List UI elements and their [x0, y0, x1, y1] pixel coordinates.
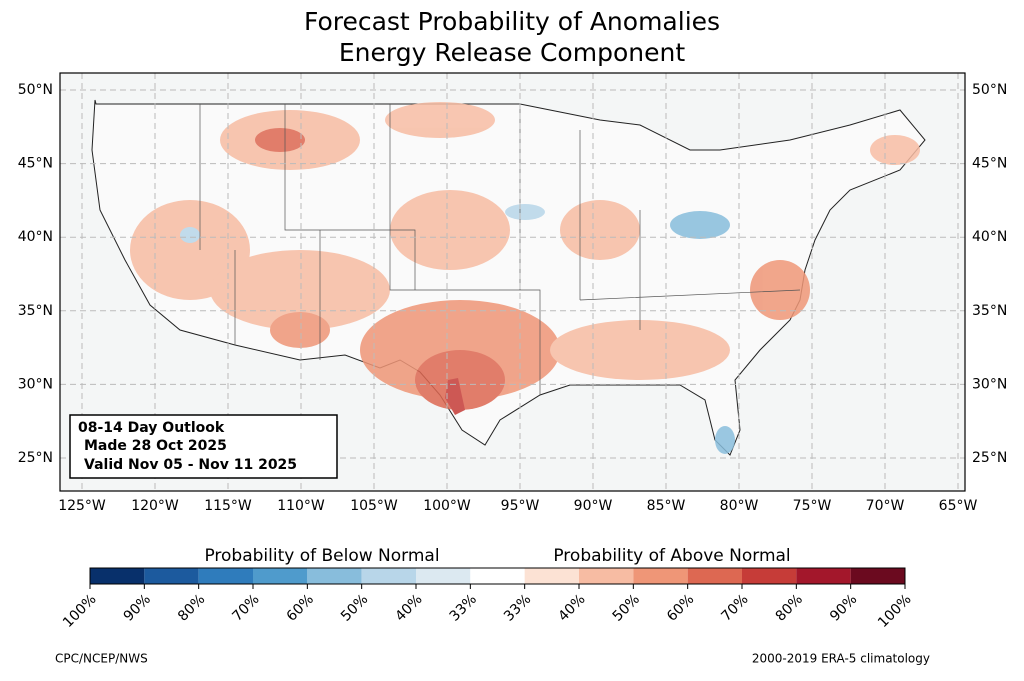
colorbar-tick-label: 70%: [229, 591, 262, 624]
lat-label: 50°N: [972, 82, 1007, 98]
colorbar-segment: [416, 568, 471, 584]
title-line: Energy Release Component: [339, 38, 685, 67]
us-outline: [91, 99, 926, 456]
colorbar-segment: [470, 568, 525, 584]
colorbar-tick-label: 60%: [284, 591, 317, 624]
lon-label: 90°W: [574, 498, 613, 514]
lat-label: 50°N: [18, 82, 53, 98]
lat-label: 45°N: [18, 156, 53, 172]
lon-label: 100°W: [423, 498, 471, 514]
lat-label: 40°N: [972, 229, 1007, 245]
colorbar-segment: [198, 568, 253, 584]
colorbar-tick-label: 70%: [718, 591, 751, 624]
lat-label: 35°N: [18, 303, 53, 319]
lat-label: 25°N: [18, 450, 53, 466]
map-frame: [59, 72, 966, 492]
colorbar-tick-label: 90%: [121, 591, 154, 624]
lon-label: 70°W: [866, 498, 905, 514]
colorbar-tick-label: 40%: [392, 591, 425, 624]
lon-label: 125°W: [58, 498, 106, 514]
colorbar-segment: [687, 568, 742, 584]
colorbar-segment: [253, 568, 308, 584]
colorbar-segment: [361, 568, 416, 584]
lat-label: 25°N: [972, 450, 1007, 466]
colorbar-tick-label: 33%: [447, 591, 480, 624]
colorbar-segment: [579, 568, 634, 584]
colorbar-segment: [796, 568, 851, 584]
colorbar-segment: [850, 568, 905, 584]
colorbar-tick-label: 40%: [555, 591, 588, 624]
map: [59, 72, 966, 492]
lon-label: 65°W: [939, 498, 978, 514]
lon-label: 80°W: [720, 498, 759, 514]
colorbar-tick-label: 90%: [827, 591, 860, 624]
footer-right: 2000-2019 ERA-5 climatology: [752, 652, 930, 666]
colorbar-tick-label: 50%: [338, 591, 371, 624]
anomaly-shading: [130, 102, 920, 454]
lon-label: 95°W: [501, 498, 540, 514]
graticule: [60, 73, 965, 491]
colorbar-tick-label: 50%: [610, 591, 643, 624]
lat-label: 35°N: [972, 303, 1007, 319]
lon-label: 105°W: [350, 498, 398, 514]
lat-label: 30°N: [972, 376, 1007, 392]
colorbar-segment: [90, 568, 145, 584]
colorbar-segment: [524, 568, 579, 584]
lon-label: 115°W: [204, 498, 252, 514]
lon-label: 120°W: [131, 498, 179, 514]
lon-label: 85°W: [647, 498, 686, 514]
colorbar-segment: [307, 568, 362, 584]
colorbar-label: Probability of Below Normal: [204, 546, 439, 566]
lon-label: 110°W: [277, 498, 325, 514]
info-line: 08-14 Day Outlook: [78, 420, 225, 436]
colorbar-segment: [633, 568, 688, 584]
lon-label: 75°W: [793, 498, 832, 514]
title-line: Forecast Probability of Anomalies: [304, 7, 720, 36]
info-box: [69, 414, 338, 479]
footer-left: CPC/NCEP/NWS: [55, 652, 148, 666]
info-line: Made 28 Oct 2025: [84, 438, 227, 454]
colorbar-tick-label: 80%: [175, 591, 208, 624]
colorbar-tick-label: 80%: [773, 591, 806, 624]
lat-label: 30°N: [18, 376, 53, 392]
colorbar: 100% 90% 80% 70% 60% 50% 40% 33% 33% 40% 50% 60% 70%…: [60, 567, 915, 631]
colorbar-label: Probability of Above Normal: [553, 546, 790, 566]
lat-label: 40°N: [18, 229, 53, 245]
colorbar-tick-label: 100%: [875, 591, 915, 631]
colorbar-tick-label: 100%: [60, 591, 100, 631]
info-line: Valid Nov 05 - Nov 11 2025: [84, 457, 297, 473]
colorbar-segment: [144, 568, 199, 584]
colorbar-segment: [742, 568, 797, 584]
colorbar-tick-label: 60%: [664, 591, 697, 624]
lat-label: 45°N: [972, 156, 1007, 172]
colorbar-frame: [89, 567, 906, 585]
colorbar-tick-label: 33%: [501, 591, 534, 624]
